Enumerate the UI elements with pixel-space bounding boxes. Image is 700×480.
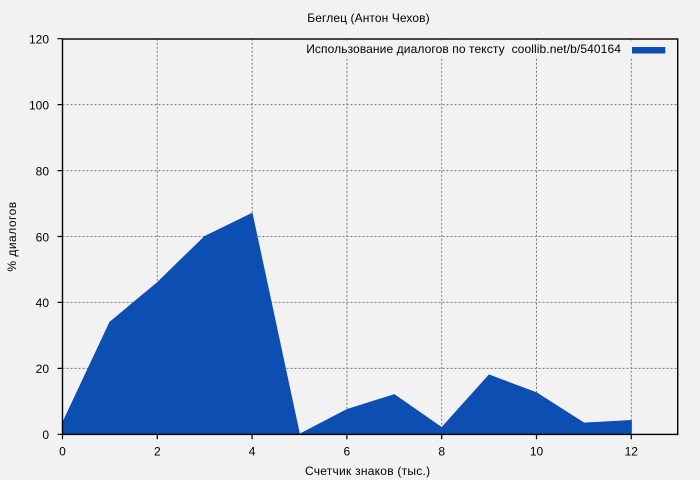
svg-text:6: 6 xyxy=(344,445,351,459)
svg-text:12: 12 xyxy=(625,445,639,459)
svg-text:120: 120 xyxy=(29,33,49,47)
svg-text:% диалогов: % диалогов xyxy=(5,201,19,271)
svg-text:Использование диалогов по текс: Использование диалогов по тексту coollib… xyxy=(306,42,621,56)
svg-text:100: 100 xyxy=(29,98,49,112)
svg-text:4: 4 xyxy=(249,445,256,459)
svg-text:Беглец (Антон Чехов): Беглец (Антон Чехов) xyxy=(307,11,430,25)
svg-text:80: 80 xyxy=(36,164,50,178)
svg-text:0: 0 xyxy=(42,428,49,442)
svg-text:2: 2 xyxy=(154,445,161,459)
svg-text:Счетчик знаков (тыс.): Счетчик знаков (тыс.) xyxy=(305,464,430,478)
svg-text:40: 40 xyxy=(36,296,50,310)
svg-text:20: 20 xyxy=(36,362,50,376)
svg-text:0: 0 xyxy=(59,445,66,459)
svg-text:8: 8 xyxy=(438,445,445,459)
svg-text:10: 10 xyxy=(530,445,544,459)
svg-text:60: 60 xyxy=(36,230,50,244)
